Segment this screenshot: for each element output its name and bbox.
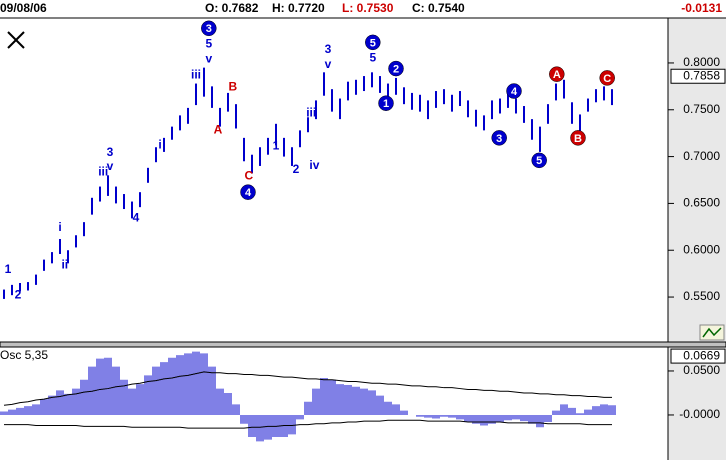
wave-label: 5: [536, 155, 542, 167]
wave-label: iii: [191, 67, 201, 81]
wave-label: v: [205, 51, 212, 65]
wave-label: A: [214, 123, 223, 137]
wave-label: 4: [511, 86, 518, 98]
y-tick-label: 0.6500: [683, 196, 720, 210]
header-text: O: 0.7682: [205, 1, 259, 15]
last-value-label: 0.7858: [683, 68, 720, 82]
y-tick-label: -0.0000: [679, 407, 720, 421]
wave-marker: [570, 130, 586, 146]
close-icon-stroke[interactable]: [7, 31, 25, 49]
wave-label: 5: [369, 50, 376, 64]
last-value-box: [670, 348, 726, 364]
wave-marker: [506, 83, 522, 99]
close-icon[interactable]: [7, 31, 25, 49]
wave-label: 1: [273, 138, 280, 152]
panel-icon[interactable]: [699, 324, 725, 341]
right-axis-panel: [668, 18, 726, 460]
wave-label: i: [58, 220, 61, 234]
wave-label: 2: [15, 287, 22, 301]
wave-label: 2: [293, 162, 300, 176]
wave-label: B: [228, 79, 237, 93]
wave-label: iii: [306, 106, 316, 120]
wave-label: 4: [245, 187, 252, 199]
y-tick-label: 0.0500: [683, 363, 720, 377]
osc-band: [3, 371, 612, 406]
header-text: C: 0.7540: [412, 1, 465, 15]
wave-label: iv: [309, 158, 319, 172]
wave-label: 5: [370, 37, 376, 49]
wave-marker: [491, 130, 507, 146]
wave-label: 4: [133, 211, 140, 225]
wave-marker: [240, 184, 256, 200]
wave-marker: [531, 152, 547, 169]
header-text: L: 0.7530: [342, 1, 394, 15]
wave-label: A: [553, 69, 561, 81]
last-value-label: 0.0669: [683, 348, 720, 362]
wave-marker: [378, 95, 394, 111]
wave-marker: [365, 34, 381, 51]
y-tick-label: 0.7000: [683, 149, 720, 163]
wave-marker: [388, 60, 404, 77]
wave-label: 3: [206, 23, 212, 35]
header-text: 09/08/06: [0, 1, 47, 15]
panel-separator: [0, 341, 726, 348]
wave-label: 5: [205, 36, 212, 50]
wave-label: C: [244, 168, 253, 182]
wave-label: 1: [383, 98, 389, 110]
y-tick-label: 0.6000: [683, 242, 720, 256]
y-tick-label: 0.5500: [683, 289, 720, 303]
osc-band: [4, 419, 612, 429]
panel-title: Osc 5,35: [0, 348, 48, 362]
wave-label: 3: [496, 133, 502, 145]
header-text: -0.0131: [681, 1, 722, 15]
y-tick-label: 0.7500: [683, 102, 720, 116]
wave-label: C: [603, 73, 611, 85]
wave-label: 2: [393, 63, 399, 75]
wave-label: ii: [61, 257, 68, 271]
wave-label: 3: [107, 145, 114, 159]
wave-label: 3: [325, 42, 332, 56]
wave-label: v: [325, 57, 332, 71]
wave-marker: [201, 20, 217, 37]
wave-label: B: [574, 133, 582, 145]
wave-marker: [599, 70, 615, 86]
header-text: H: 0.7720: [272, 1, 325, 15]
wave-label: v: [107, 159, 114, 173]
wave-label: i: [158, 138, 161, 152]
wave-label: iii: [98, 165, 108, 179]
y-tick-label: 0.8000: [683, 55, 720, 69]
panel-icon-glyph[interactable]: [702, 327, 722, 338]
wave-marker: [549, 66, 565, 82]
last-value-box: [670, 68, 726, 84]
wave-label: 1: [5, 262, 12, 276]
